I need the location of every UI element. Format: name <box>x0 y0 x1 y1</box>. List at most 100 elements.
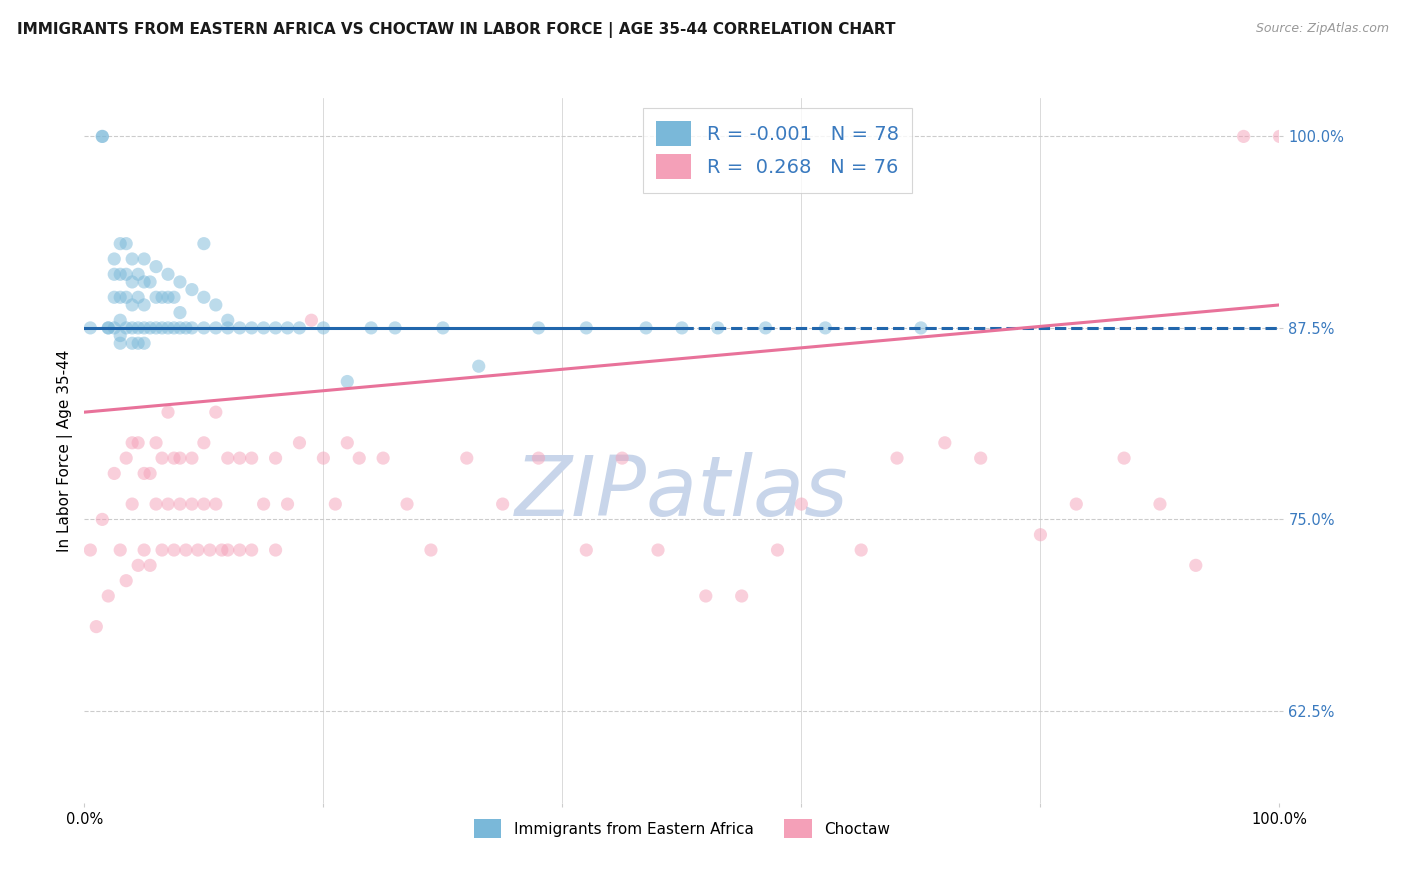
Point <box>193 435 215 450</box>
Point <box>288 435 311 450</box>
Point <box>145 497 167 511</box>
Point <box>132 275 156 289</box>
Point <box>695 589 717 603</box>
Point <box>910 321 932 335</box>
Point <box>110 313 132 327</box>
Text: IMMIGRANTS FROM EASTERN AFRICA VS CHOCTAW IN LABOR FORCE | AGE 35-44 CORRELATION: IMMIGRANTS FROM EASTERN AFRICA VS CHOCTA… <box>17 22 896 38</box>
Point <box>115 290 138 304</box>
Point <box>169 305 191 319</box>
Point <box>110 328 132 343</box>
Point <box>127 321 149 335</box>
Point <box>121 435 143 450</box>
Point <box>766 543 789 558</box>
Point <box>132 543 156 558</box>
Point <box>121 252 143 266</box>
Point <box>336 435 359 450</box>
Point <box>169 275 191 289</box>
Point <box>150 451 173 466</box>
Point <box>1149 497 1171 511</box>
Point <box>181 497 204 511</box>
Point <box>636 321 658 335</box>
Point <box>127 290 149 304</box>
Point <box>181 321 204 335</box>
Point <box>121 497 143 511</box>
Point <box>181 283 204 297</box>
Point <box>163 543 186 558</box>
Point <box>671 321 693 335</box>
Point <box>1185 558 1208 573</box>
Point <box>707 321 730 335</box>
Point <box>121 336 143 351</box>
Point <box>79 321 101 335</box>
Point <box>86 619 108 633</box>
Point <box>384 321 406 335</box>
Point <box>205 405 228 419</box>
Y-axis label: In Labor Force | Age 35-44: In Labor Force | Age 35-44 <box>58 350 73 551</box>
Point <box>110 543 132 558</box>
Point <box>139 321 162 335</box>
Point <box>121 321 143 335</box>
Point <box>492 497 515 511</box>
Point <box>157 405 180 419</box>
Point <box>360 321 382 335</box>
Point <box>91 129 114 144</box>
Point <box>336 375 359 389</box>
Point <box>193 497 215 511</box>
Point <box>115 268 138 282</box>
Point <box>163 451 186 466</box>
Point <box>217 321 239 335</box>
Point <box>157 290 180 304</box>
Point <box>132 321 156 335</box>
Point <box>970 451 993 466</box>
Point <box>886 451 908 466</box>
Point <box>110 290 132 304</box>
Point <box>240 543 263 558</box>
Point <box>145 321 167 335</box>
Point <box>253 321 276 335</box>
Point <box>325 497 347 511</box>
Point <box>277 497 299 511</box>
Point <box>1114 451 1136 466</box>
Point <box>150 543 173 558</box>
Point <box>91 129 114 144</box>
Point <box>575 543 598 558</box>
Point <box>163 290 186 304</box>
Point <box>240 451 263 466</box>
Point <box>312 451 335 466</box>
Point <box>121 275 143 289</box>
Point <box>132 336 156 351</box>
Point <box>97 321 120 335</box>
Point <box>229 543 252 558</box>
Point <box>1268 129 1291 144</box>
Point <box>110 268 132 282</box>
Point <box>103 252 125 266</box>
Point <box>575 321 598 335</box>
Point <box>373 451 395 466</box>
Point <box>240 321 263 335</box>
Point <box>217 543 239 558</box>
Point <box>264 451 287 466</box>
Point <box>115 574 138 588</box>
Text: Source: ZipAtlas.com: Source: ZipAtlas.com <box>1256 22 1389 36</box>
Point <box>755 321 778 335</box>
Point <box>150 290 173 304</box>
Point <box>229 451 252 466</box>
Point <box>157 321 180 335</box>
Point <box>127 558 149 573</box>
Point <box>264 543 287 558</box>
Point <box>97 589 120 603</box>
Point <box>193 236 215 251</box>
Point <box>169 497 191 511</box>
Point <box>132 252 156 266</box>
Point <box>205 321 228 335</box>
Point <box>731 589 754 603</box>
Point <box>121 298 143 312</box>
Point <box>396 497 419 511</box>
Point <box>432 321 454 335</box>
Point <box>790 497 813 511</box>
Point <box>253 497 276 511</box>
Point <box>851 543 873 558</box>
Point <box>91 512 114 526</box>
Point <box>110 336 132 351</box>
Point <box>127 336 149 351</box>
